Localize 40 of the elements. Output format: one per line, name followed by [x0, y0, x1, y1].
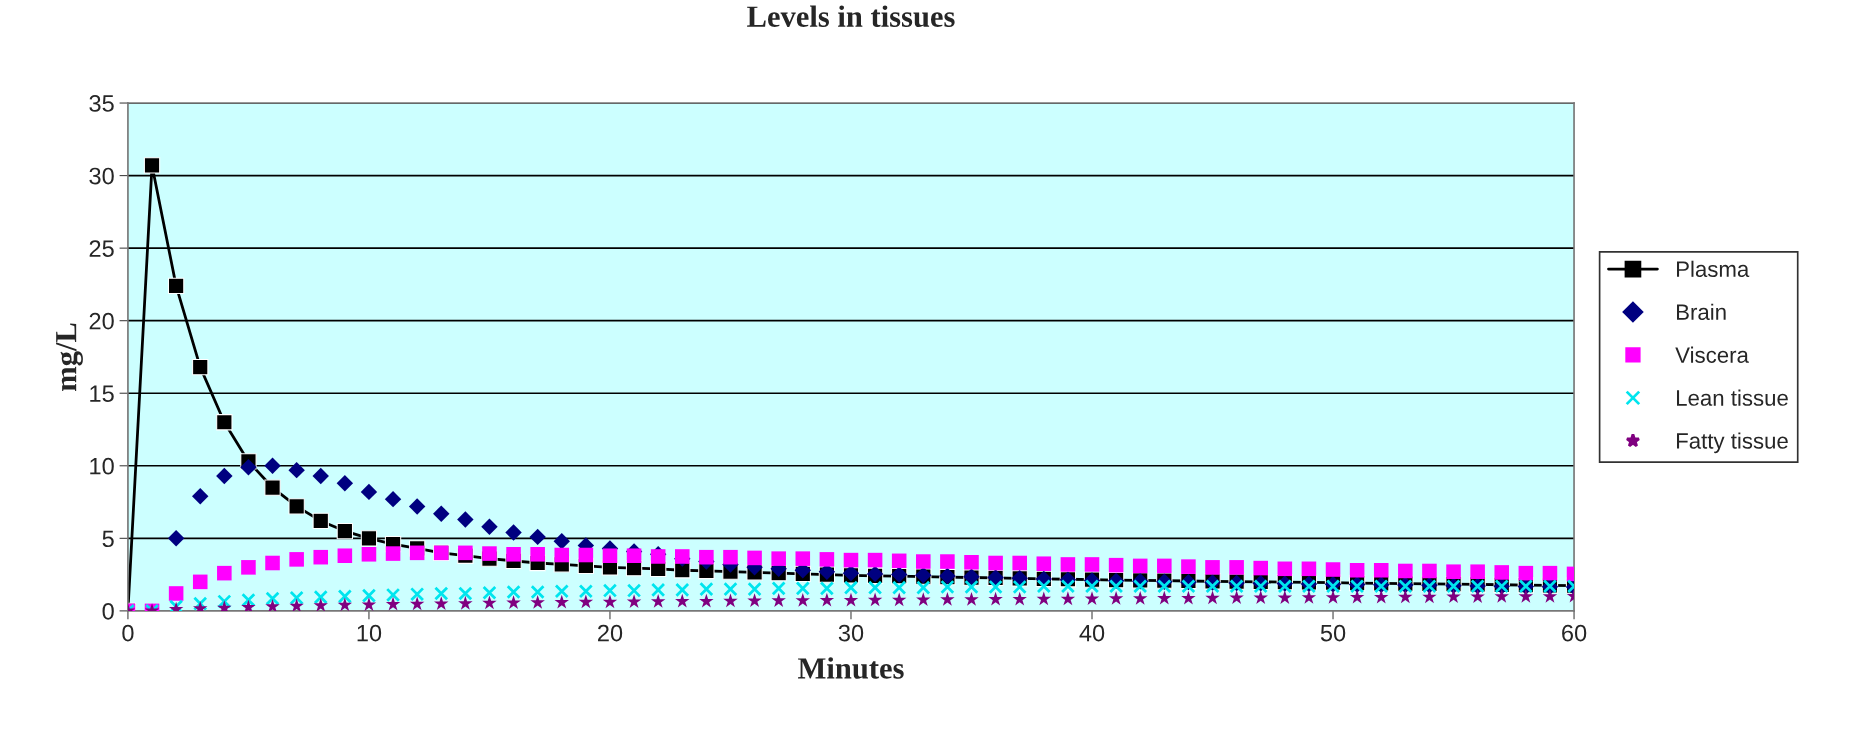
y-axis-title: mg/L [56, 323, 83, 391]
point [192, 488, 209, 505]
legend-label: Lean tissue [1677, 389, 1788, 406]
point [360, 483, 378, 501]
point [481, 518, 498, 535]
legend-label: Plasma [1677, 260, 1750, 278]
point [553, 533, 570, 550]
x-tick-label: 30 [838, 624, 864, 642]
chart-title: Levels in tissues [747, 5, 955, 28]
x-axis-title: Minutes [798, 657, 904, 679]
x-tick-label: 10 [357, 624, 382, 642]
legend-label: Viscera [1675, 346, 1749, 363]
point [505, 524, 522, 541]
point [264, 457, 281, 474]
y-tick-label: 30 [89, 167, 114, 185]
x-tick-label: 50 [1320, 624, 1346, 642]
y-tick-label: 15 [90, 385, 114, 403]
point [529, 528, 546, 546]
y-tick-label: 0 [102, 602, 114, 620]
y-tick-label: 25 [89, 240, 114, 257]
point [384, 490, 402, 508]
point [336, 474, 354, 492]
point [240, 459, 257, 476]
legend-label: Brain [1677, 303, 1726, 320]
legend-label: Fatty tissue [1677, 432, 1788, 454]
y-tick-label: 35 [89, 95, 114, 112]
point [457, 511, 474, 528]
y-tick-label: 20 [89, 312, 114, 330]
x-tick-label: 0 [122, 624, 134, 642]
point [408, 498, 426, 515]
point [433, 505, 450, 522]
x-tick-label: 20 [598, 624, 623, 642]
y-tick-label: 5 [102, 530, 114, 548]
point [167, 530, 185, 547]
x-tick-label: 60 [1562, 624, 1587, 642]
x-tick-label: 40 [1079, 624, 1105, 642]
point [216, 467, 233, 485]
y-tick-label: 10 [90, 457, 114, 475]
point [288, 461, 305, 479]
point [312, 467, 329, 485]
